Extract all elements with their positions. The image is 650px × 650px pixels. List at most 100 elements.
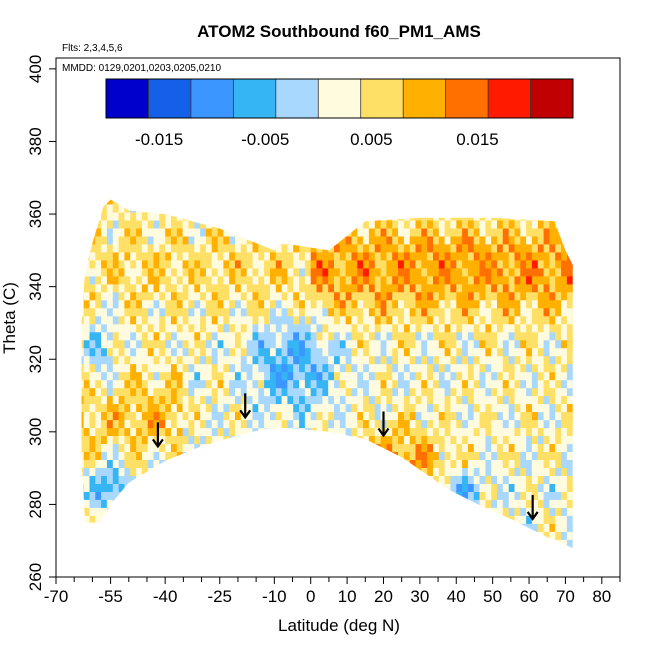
heatmap-cell [304, 267, 312, 277]
heatmap-cell [473, 395, 481, 405]
heatmap-cell [246, 275, 254, 285]
heatmap-cell [363, 347, 370, 357]
heatmap-cell [101, 363, 108, 373]
heatmap-cell [310, 323, 318, 333]
heatmap-cell [421, 267, 428, 277]
heatmap-cell [479, 291, 486, 301]
heatmap-cell [555, 403, 562, 413]
heatmap-cell [351, 299, 358, 309]
heatmap-cell [514, 251, 521, 261]
heatmap-cell [235, 427, 242, 437]
heatmap-cell [81, 363, 85, 373]
heatmap-cell [485, 403, 492, 413]
heatmap-cell [403, 363, 411, 373]
heatmap-cell [467, 387, 475, 397]
heatmap-cell [502, 443, 510, 452]
heatmap-cell [444, 379, 451, 389]
heatmap-cell [316, 299, 323, 309]
heatmap-cell [287, 387, 294, 397]
heatmap-cell [566, 259, 573, 269]
heatmap-cell [456, 307, 463, 317]
heatmap-cell [153, 323, 160, 333]
heatmap-cell [95, 355, 102, 365]
heatmap-cell [502, 467, 510, 476]
heatmap-cell [409, 339, 417, 349]
heatmap-cell [485, 395, 492, 405]
heatmap-cell [473, 483, 481, 492]
colorbar-swatch [411, 79, 417, 118]
heatmap-cell [485, 491, 492, 500]
heatmap-cell [293, 395, 300, 405]
heatmap-cell [339, 347, 347, 357]
heatmap-cell [106, 307, 114, 317]
heatmap-cell [398, 411, 405, 421]
heatmap-cell [520, 467, 527, 476]
heatmap-cell [531, 307, 539, 317]
heatmap-cell [141, 227, 149, 237]
heatmap-cell [479, 227, 486, 237]
heatmap-cell [141, 307, 149, 317]
heatmap-cell [549, 219, 556, 229]
heatmap-cell [456, 283, 463, 293]
heatmap-cell [310, 299, 318, 309]
heatmap-cell [112, 211, 120, 221]
heatmap-cell [351, 259, 358, 269]
heatmap-cell [136, 219, 143, 229]
heatmap-cell [392, 435, 399, 445]
heatmap-cell [339, 283, 347, 293]
heatmap-cell [561, 315, 568, 325]
heatmap-cell [514, 283, 521, 293]
heatmap-cell [200, 267, 207, 277]
colorbar-swatch [364, 79, 370, 118]
heatmap-cell [526, 371, 533, 381]
heatmap-cell [374, 323, 382, 333]
heatmap-cell [374, 299, 382, 309]
heatmap-cell [89, 459, 96, 468]
heatmap-cell [485, 267, 492, 277]
heatmap-cell [392, 403, 399, 413]
heatmap-cell [433, 219, 440, 229]
heatmap-cell [403, 419, 411, 429]
heatmap-cell [299, 243, 306, 253]
heatmap-cell [497, 347, 504, 357]
heatmap-cell [171, 411, 178, 421]
heatmap-cell [322, 267, 329, 277]
heatmap-cell [339, 363, 347, 373]
heatmap-cell [287, 331, 294, 341]
heatmap-cell [421, 395, 428, 405]
heatmap-cell [81, 331, 85, 341]
heatmap-cell [473, 387, 481, 397]
heatmap-cell [485, 275, 492, 285]
heatmap-cell [153, 427, 160, 437]
heatmap-cell [566, 315, 573, 325]
heatmap-cell [543, 235, 550, 245]
heatmap-cell [322, 259, 329, 269]
heatmap-cell [118, 323, 125, 333]
heatmap-cell [450, 267, 457, 277]
heatmap-cell [171, 275, 178, 285]
heatmap-cell [403, 275, 411, 285]
heatmap-cell [106, 339, 114, 349]
heatmap-cell [275, 251, 283, 261]
heatmap-cell [438, 411, 446, 421]
heatmap-cell [561, 515, 568, 524]
heatmap-cell [246, 259, 254, 269]
heatmap-cell [205, 275, 213, 285]
heatmap-cell [235, 251, 242, 261]
heatmap-cell [339, 411, 347, 421]
heatmap-cell [182, 435, 189, 445]
heatmap-cell [101, 507, 108, 516]
heatmap-cell [229, 419, 236, 429]
colorbar-swatch [441, 79, 447, 118]
heatmap-cell [299, 259, 306, 269]
heatmap-cell [473, 443, 481, 452]
heatmap-cell [438, 427, 446, 437]
heatmap-cell [433, 299, 440, 309]
heatmap-cell [83, 355, 91, 365]
colorbar-swatch [428, 79, 434, 118]
heatmap-cell [106, 491, 114, 500]
heatmap-cell [479, 235, 486, 245]
heatmap-cell [229, 275, 236, 285]
heatmap-cell [403, 331, 411, 341]
heatmap-cell [497, 227, 504, 237]
